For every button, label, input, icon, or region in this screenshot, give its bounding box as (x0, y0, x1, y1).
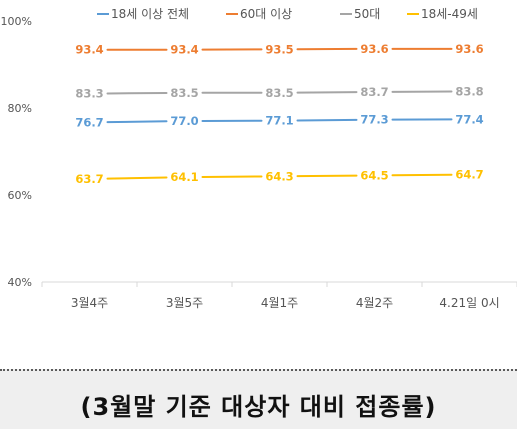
data-label: 83.3 (75, 87, 103, 101)
y-tick-label: 60% (8, 189, 32, 202)
x-category-label: 3월4주 (71, 296, 108, 310)
series-line-segment (202, 176, 261, 177)
caption-band: (3월말 기준 대상자 대비 접종률) (0, 369, 517, 429)
x-category-label: 4월2주 (356, 296, 393, 310)
data-label: 83.5 (170, 86, 198, 100)
series-line-segment (297, 92, 356, 93)
data-label: 77.3 (360, 113, 388, 127)
x-category-label: 4월1주 (261, 296, 298, 310)
legend-label: 50대 (354, 7, 380, 21)
data-label: 93.6 (455, 42, 483, 56)
y-axis-tick-labels: 40% 60% 80% 100% (1, 15, 32, 289)
series-line-segment (392, 175, 451, 176)
data-label: 64.7 (455, 168, 483, 182)
data-label: 83.8 (455, 84, 483, 98)
x-axis-ticks (42, 282, 517, 287)
data-label: 64.5 (360, 168, 388, 182)
y-tick-label: 100% (1, 15, 32, 28)
x-axis-category-labels: 3월4주 3월5주 4월1주 4월2주 4.21일 0시 (71, 296, 500, 310)
legend-label: 18세-49세 (421, 7, 478, 21)
series-line-segment (107, 93, 166, 94)
data-label: 64.3 (265, 169, 293, 183)
y-tick-label: 80% (8, 102, 32, 115)
series-line-segment (107, 121, 166, 122)
y-tick-label: 40% (8, 276, 32, 289)
data-labels: 76.7 77.0 77.1 77.3 77.4 93.4 93.4 93.5 93.6 93.6… (75, 42, 483, 186)
data-label: 93.6 (360, 42, 388, 56)
legend-label: 18세 이상 전체 (111, 7, 189, 21)
data-label: 64.1 (170, 170, 198, 184)
data-label: 77.0 (170, 114, 198, 128)
data-label: 93.5 (265, 42, 293, 56)
series-line-segment (107, 177, 166, 178)
data-label: 77.4 (455, 112, 483, 126)
series-line-segment (297, 120, 356, 121)
data-label: 77.1 (265, 114, 293, 128)
data-label: 83.5 (265, 86, 293, 100)
data-label: 93.4 (75, 43, 103, 57)
data-label: 83.7 (360, 85, 388, 99)
chart-legend: 18세 이상 전체 60대 이상 50대 18세-49세 (97, 7, 478, 21)
data-label: 93.4 (170, 43, 198, 57)
data-label: 76.7 (75, 115, 103, 129)
series-line-segment (297, 176, 356, 177)
chart-caption: (3월말 기준 대상자 대비 접종률) (0, 387, 517, 422)
legend-label: 60대 이상 (240, 7, 292, 21)
x-category-label: 4.21일 0시 (439, 296, 499, 310)
data-label: 63.7 (75, 172, 103, 186)
x-category-label: 3월5주 (166, 296, 203, 310)
